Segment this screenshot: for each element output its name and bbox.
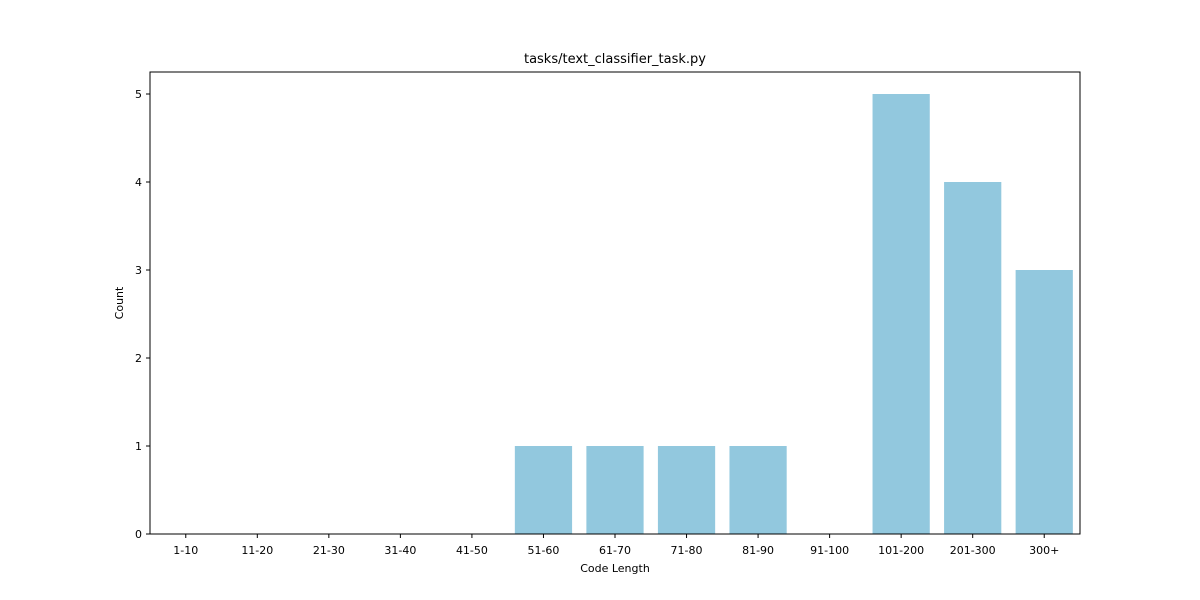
x-tick-label: 71-80 — [671, 544, 703, 557]
x-tick-label: 61-70 — [599, 544, 631, 557]
bar-201-300 — [944, 182, 1002, 534]
x-tick-label: 31-40 — [384, 544, 416, 557]
x-tick-label: 51-60 — [527, 544, 559, 557]
y-tick-label: 5 — [135, 88, 142, 101]
x-tick-label: 41-50 — [456, 544, 488, 557]
x-tick-label: 91-100 — [810, 544, 849, 557]
y-tick-label: 3 — [135, 264, 142, 277]
bar-51-60 — [514, 446, 573, 534]
y-tick-label: 2 — [135, 352, 142, 365]
bar-101-200 — [872, 94, 930, 534]
x-tick-label: 11-20 — [241, 544, 273, 557]
y-tick-label: 0 — [135, 528, 142, 541]
chart-title: tasks/text_classifier_task.py — [524, 52, 706, 67]
bar-71-80 — [657, 446, 716, 534]
bars — [514, 94, 1073, 534]
y-axis-label: Count — [113, 286, 126, 319]
x-tick-label: 201-300 — [950, 544, 996, 557]
y-axis-ticks: 0 1 2 3 4 5 — [135, 88, 150, 541]
bar-81-90 — [729, 446, 787, 534]
x-tick-label: 101-200 — [878, 544, 924, 557]
x-tick-label: 300+ — [1029, 544, 1059, 557]
y-tick-label: 4 — [135, 176, 142, 189]
x-tick-label: 21-30 — [313, 544, 345, 557]
x-axis-label: Code Length — [580, 562, 650, 575]
bar-300+ — [1015, 270, 1073, 534]
x-axis-ticks: 1-10 11-20 21-30 31-40 41-50 51-60 61-70 71-80 8… — [173, 534, 1059, 557]
bar-61-70 — [586, 446, 644, 534]
x-tick-label: 1-10 — [173, 544, 198, 557]
x-tick-label: 81-90 — [742, 544, 774, 557]
y-tick-label: 1 — [135, 440, 142, 453]
